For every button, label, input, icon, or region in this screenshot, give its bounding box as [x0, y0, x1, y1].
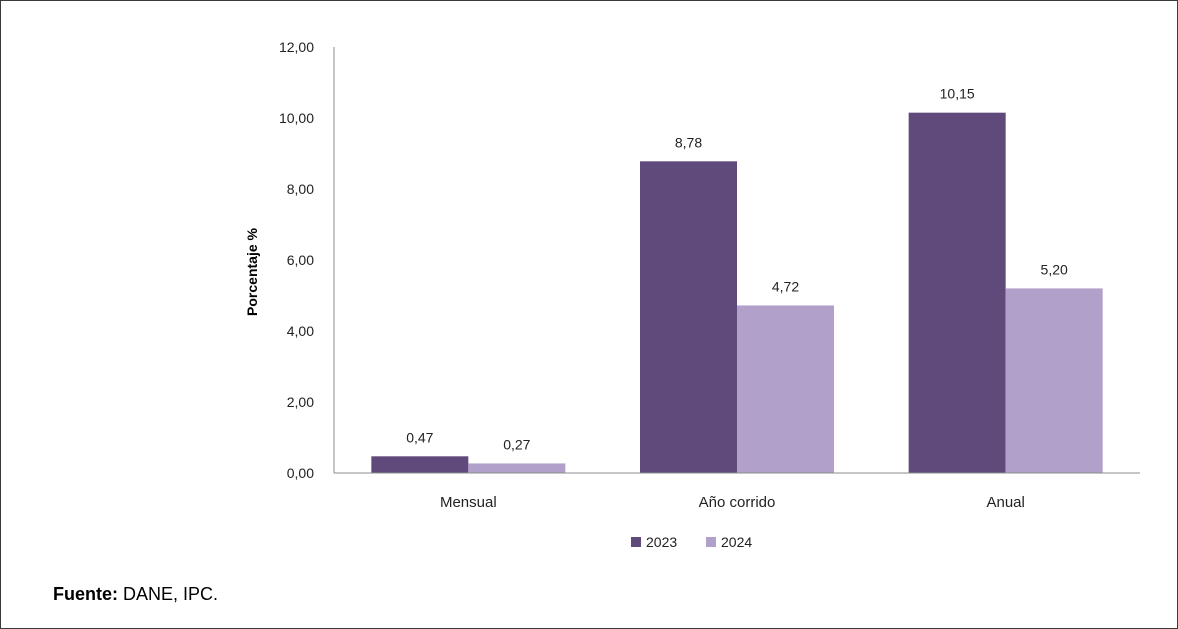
source-text: DANE, IPC. — [118, 584, 219, 604]
bar-2024 — [737, 305, 834, 473]
source-label: Fuente: — [53, 584, 118, 604]
source-note: Fuente: DANE, IPC. — [53, 584, 218, 605]
bar-2023 — [640, 161, 737, 473]
bar-2023 — [371, 456, 469, 473]
bar-2024 — [468, 463, 566, 473]
y-tick-label: 8,00 — [287, 181, 314, 197]
legend-label-2024: 2024 — [721, 534, 752, 550]
legend-label-2023: 2023 — [646, 534, 677, 550]
y-tick-label: 6,00 — [287, 252, 314, 268]
category-label: Anual — [986, 494, 1024, 511]
y-axis-title: Porcentaje % — [244, 227, 260, 315]
bar-chart: 0,00 2,00 4,00 6,00 8,00 10,00 12,00 Porcentaje… — [244, 39, 1140, 550]
legend-swatch-2023 — [631, 537, 641, 547]
category-label: Mensual — [440, 494, 497, 511]
data-label-2023: 8,78 — [675, 134, 702, 150]
legend-swatch-2024 — [706, 537, 716, 547]
data-label-2023: 0,47 — [406, 429, 433, 445]
data-label-2024: 5,20 — [1041, 261, 1068, 277]
y-tick-label: 10,00 — [279, 110, 314, 126]
category-label: Año corrido — [699, 494, 776, 511]
bar-2023 — [908, 112, 1006, 474]
y-tick-label: 2,00 — [287, 394, 314, 410]
y-tick-label: 4,00 — [287, 323, 314, 339]
y-tick-label: 12,00 — [279, 39, 314, 55]
y-tick-label: 0,00 — [287, 465, 314, 481]
bar-2024 — [1005, 288, 1103, 473]
data-label-2024: 0,27 — [503, 436, 530, 452]
data-label-2023: 10,15 — [940, 86, 975, 102]
data-label-2024: 4,72 — [772, 278, 799, 294]
